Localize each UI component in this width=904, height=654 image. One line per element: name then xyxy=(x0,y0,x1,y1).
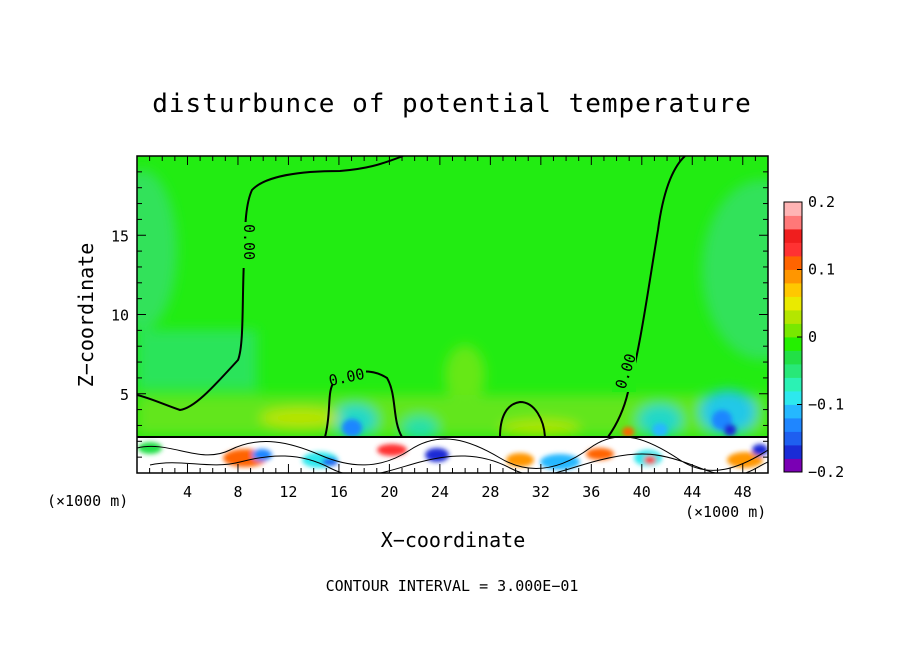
boundary-layer-detail xyxy=(138,442,768,470)
x-tick-label: 40 xyxy=(633,483,651,501)
colorbar-swatch xyxy=(784,310,802,324)
colorbar-swatch xyxy=(784,337,802,351)
colorbar-tick-label: 0.1 xyxy=(808,261,835,279)
colorbar-tick-label: 0 xyxy=(808,328,817,346)
x-tick-label: 20 xyxy=(380,483,398,501)
cool-region-left-upper xyxy=(137,170,177,330)
cool-dip-c xyxy=(638,404,682,436)
x-unit-left: (×1000 m) xyxy=(47,492,128,510)
x-tick-label: 16 xyxy=(330,483,348,501)
colorbar-swatch xyxy=(784,215,802,230)
x-tick-label: 48 xyxy=(734,483,752,501)
colorbar-swatch xyxy=(784,202,802,216)
x-unit-right: (×1000 m) xyxy=(685,503,766,521)
cool-blob-center xyxy=(445,345,485,405)
y-tick-label: 10 xyxy=(111,307,129,325)
x-tick-label: 4 xyxy=(183,483,192,501)
heatmap-field: 0.00 0.00 0.00 xyxy=(137,156,768,473)
warm-patch-b xyxy=(500,420,580,436)
colorbar-swatch xyxy=(784,229,802,243)
colorbar-swatch xyxy=(784,445,802,459)
colorbar-swatch xyxy=(784,391,802,405)
x-tick-label: 24 xyxy=(431,483,449,501)
x-tick-label: 32 xyxy=(532,483,550,501)
colorbar-swatch xyxy=(784,283,802,297)
zero-contour-right xyxy=(607,156,686,438)
colorbar-tick-label: 0.2 xyxy=(808,193,835,211)
colorbar-swatch xyxy=(784,323,802,338)
cool-region-right-upper xyxy=(702,180,768,360)
colorbar-swatch xyxy=(784,256,802,270)
colorbar-swatch xyxy=(784,458,802,473)
x-tick-label: 8 xyxy=(233,483,242,501)
x-tick-label: 12 xyxy=(279,483,297,501)
zero-contour-hump xyxy=(499,400,546,438)
chart-title: disturbunce of potential temperature xyxy=(152,89,752,119)
colorbar: 0.2 0.1 0 −0.1 −0.2 xyxy=(783,193,844,481)
colorbar-swatch xyxy=(784,296,802,311)
colorbar-swatch xyxy=(784,418,802,432)
warm-patch-a xyxy=(260,408,340,428)
colorbar-swatch xyxy=(784,431,802,446)
y-tick-label: 15 xyxy=(111,227,129,245)
contour-label-1: 0.00 xyxy=(240,224,258,260)
cool-dip-b xyxy=(402,416,438,440)
colorbar-swatch xyxy=(784,242,802,257)
x-tick-label: 44 xyxy=(683,483,701,501)
colorbar-swatch xyxy=(784,377,802,392)
y-axis: 5 10 15 xyxy=(111,171,768,458)
x-axis-label: X−coordinate xyxy=(381,528,526,552)
colorbar-tick-label: −0.1 xyxy=(808,396,844,414)
colorbar-swatch xyxy=(784,364,802,378)
colorbar-tick-label: −0.2 xyxy=(808,463,844,481)
y-tick-label: 5 xyxy=(120,386,129,404)
x-tick-label: 36 xyxy=(582,483,600,501)
colorbar-swatch xyxy=(784,404,802,419)
boundary-contours xyxy=(137,436,768,473)
colorbar-swatch xyxy=(784,269,802,284)
colorbar-swatch xyxy=(784,350,802,365)
y-axis-label: Z−coordinate xyxy=(74,243,98,388)
x-tick-label: 28 xyxy=(481,483,499,501)
contour-interval-note: CONTOUR INTERVAL = 3.000E−01 xyxy=(326,577,579,595)
x-axis: 4 8 12 16 20 24 28 32 36 40 44 48 xyxy=(149,156,756,501)
